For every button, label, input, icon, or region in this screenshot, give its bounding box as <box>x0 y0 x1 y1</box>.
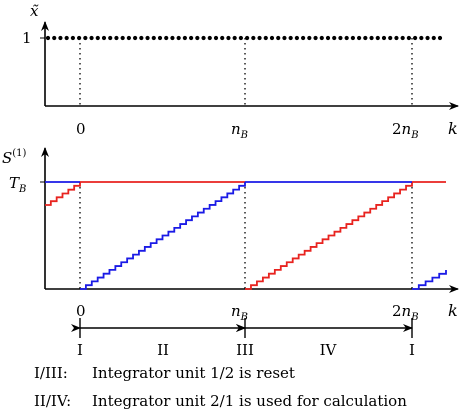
dot-44 <box>319 35 324 41</box>
dot-43 <box>313 35 318 41</box>
dot-53 <box>375 35 380 41</box>
dot-47 <box>338 35 343 41</box>
dot-45 <box>325 35 331 41</box>
dot-63 <box>437 35 443 41</box>
phase-bar: I II III IV I <box>71 318 415 359</box>
bottom-x-tick-nb: nB <box>231 302 248 323</box>
dot-23 <box>189 35 194 41</box>
top-x-axis-label: k <box>448 119 458 138</box>
dot-30 <box>232 35 237 41</box>
dot-6 <box>83 35 88 41</box>
top-panel: x̃ k 1 0 nB 2nB <box>22 2 459 141</box>
dot-11 <box>114 35 119 41</box>
bottom-y-axis-label: S(1) <box>2 148 27 167</box>
dot-4 <box>70 35 75 41</box>
dot-21 <box>176 35 181 41</box>
dot-61 <box>425 35 430 41</box>
top-x-tick-2nb: 2nB <box>392 120 419 141</box>
dot-35 <box>263 35 268 41</box>
dot-1 <box>52 35 57 41</box>
dot-2 <box>58 35 63 41</box>
dot-24 <box>195 35 200 41</box>
dot-10 <box>108 35 113 41</box>
legend-calc-text: Integrator unit 2/1 is used for calculat… <box>92 392 407 410</box>
dot-25 <box>201 35 206 41</box>
dot-55 <box>388 35 393 41</box>
red-ramp-initial <box>45 182 81 206</box>
dot-16 <box>145 35 150 41</box>
dot-36 <box>269 35 275 41</box>
bottom-panel: S(1) k TB 0 nB 2nB <box>2 147 459 323</box>
legend-reset-key: I/III: <box>34 364 68 382</box>
dot-8 <box>95 35 100 41</box>
phase-interval-iv: IV <box>320 341 338 359</box>
phase-boundary-nb: III <box>236 341 254 359</box>
dot-14 <box>133 35 138 41</box>
dot-19 <box>164 35 169 41</box>
dot-62 <box>431 35 436 41</box>
dot-52 <box>369 35 374 41</box>
bottom-y-tick-tb: TB <box>9 174 26 195</box>
dot-37 <box>276 35 281 41</box>
dot-50 <box>357 35 362 41</box>
dot-31 <box>238 35 243 41</box>
blue-ramp-first <box>80 182 246 290</box>
dot-34 <box>257 35 262 41</box>
legend-reset-text: Integrator unit 1/2 is reset <box>92 364 295 382</box>
legend-reset: I/III: Integrator unit 1/2 is reset <box>34 364 295 382</box>
dot-22 <box>182 35 187 41</box>
dot-57 <box>400 35 405 41</box>
top-y-tick-1: 1 <box>22 29 32 47</box>
dot-12 <box>120 35 125 41</box>
dot-56 <box>394 35 399 41</box>
dot-9 <box>101 35 107 41</box>
phase-boundary-0: I <box>77 341 83 359</box>
dot-49 <box>350 35 355 41</box>
phase-interval-ii: II <box>157 341 169 359</box>
dot-27 <box>213 35 219 41</box>
bottom-y-axis-label-main: S <box>2 149 12 167</box>
dot-46 <box>332 35 337 41</box>
bottom-x-tick-2nb: 2nB <box>392 302 419 323</box>
dot-54 <box>381 35 387 41</box>
dot-59 <box>413 35 418 41</box>
dot-series <box>45 35 443 41</box>
dot-20 <box>170 35 175 41</box>
dot-18 <box>157 35 163 41</box>
red-ramp-second <box>245 182 413 290</box>
dot-7 <box>89 35 94 41</box>
top-y-axis-label: x̃ <box>30 2 39 20</box>
dot-38 <box>282 35 287 41</box>
dot-33 <box>251 35 256 41</box>
bottom-y-axis-label-sup: (1) <box>12 148 26 159</box>
dot-39 <box>288 35 293 41</box>
dot-58 <box>406 35 411 41</box>
dot-15 <box>139 35 144 41</box>
legend-calc: II/IV: Integrator unit 2/1 is used for ca… <box>34 392 407 410</box>
bottom-x-axis-label: k <box>448 301 458 320</box>
dot-3 <box>64 35 69 41</box>
dot-29 <box>226 35 231 41</box>
top-x-tick-nb: nB <box>231 120 248 141</box>
blue-ramp-final <box>412 270 447 290</box>
phase-boundary-2nb: I <box>409 341 415 359</box>
dot-17 <box>151 35 156 41</box>
top-x-tick-0: 0 <box>76 120 86 138</box>
dot-13 <box>126 35 131 41</box>
dot-0 <box>45 35 51 41</box>
dot-28 <box>220 35 225 41</box>
dot-40 <box>294 35 299 41</box>
bottom-x-tick-0: 0 <box>76 302 86 320</box>
dot-26 <box>207 35 212 41</box>
dot-48 <box>344 35 349 41</box>
dot-51 <box>363 35 368 41</box>
dot-41 <box>301 35 306 41</box>
dot-42 <box>307 35 312 41</box>
legend-calc-key: II/IV: <box>34 392 72 410</box>
dot-32 <box>245 35 250 41</box>
dot-60 <box>419 35 424 41</box>
